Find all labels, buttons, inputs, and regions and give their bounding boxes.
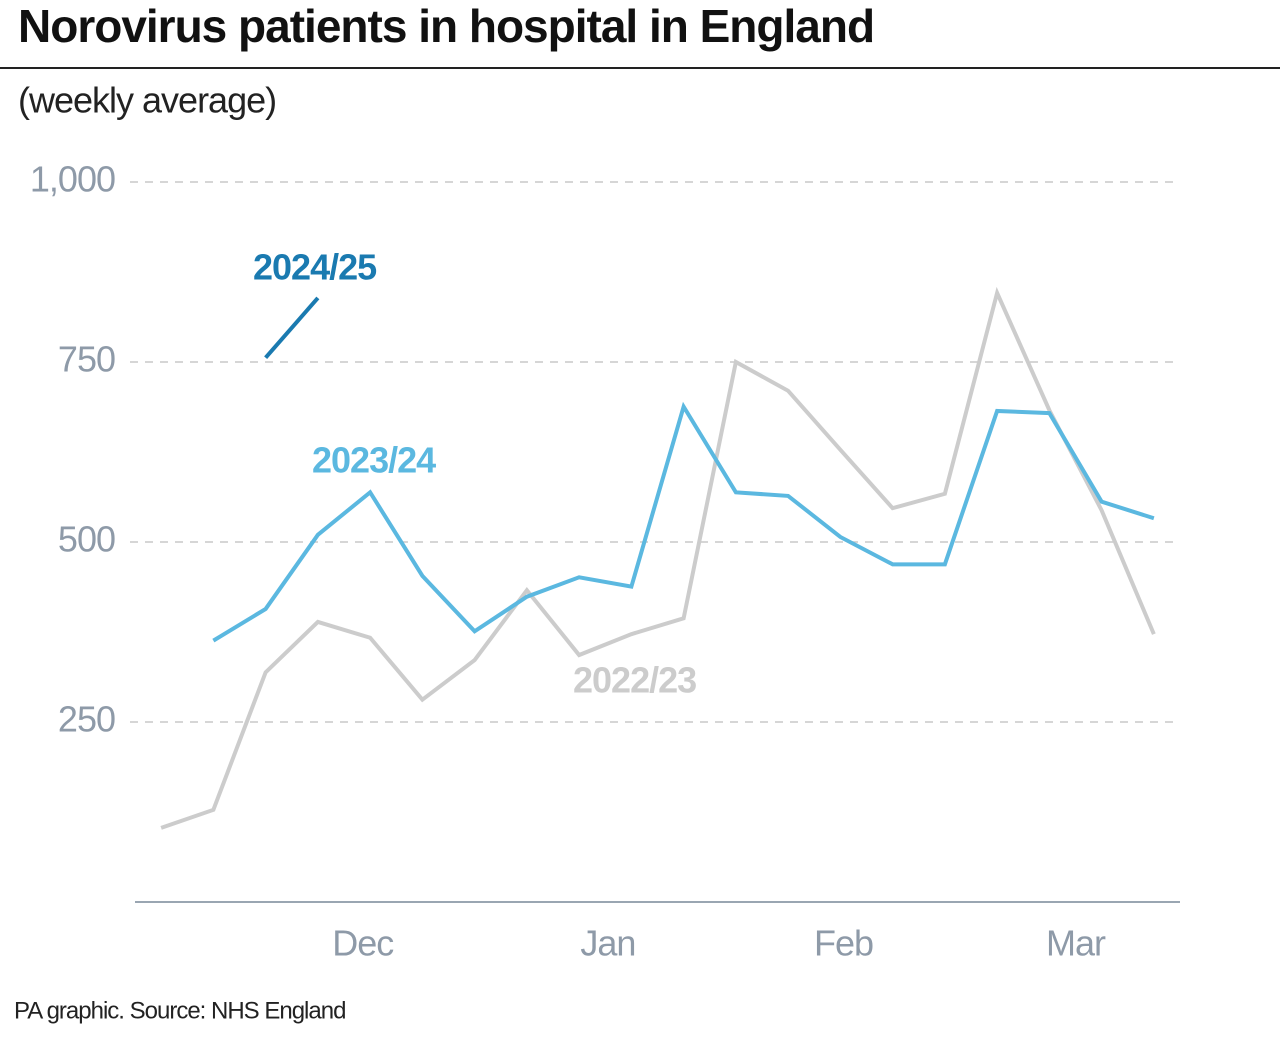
series-line	[264, 296, 320, 359]
chart-title: Norovirus patients in hospital in Englan…	[18, 0, 874, 52]
y-tick-label: 500	[58, 519, 115, 560]
series-line	[160, 286, 1156, 830]
x-tick-label: Mar	[1046, 923, 1106, 964]
y-tick-label: 750	[58, 339, 115, 380]
x-tick-label: Feb	[814, 923, 873, 964]
series-line	[212, 401, 1155, 643]
source: PA graphic. Source: NHS England	[14, 997, 345, 1024]
series-label: 2022/23	[573, 660, 696, 701]
subtitle: (weekly average)	[18, 80, 276, 121]
x-tick-label: Jan	[580, 923, 635, 964]
y-tick-label: 250	[58, 699, 115, 740]
y-tick-label: 1,000	[30, 159, 115, 200]
x-tick-label: Dec	[332, 923, 394, 964]
series-label: 2023/24	[312, 440, 436, 481]
series-label: 2024/25	[253, 247, 377, 288]
